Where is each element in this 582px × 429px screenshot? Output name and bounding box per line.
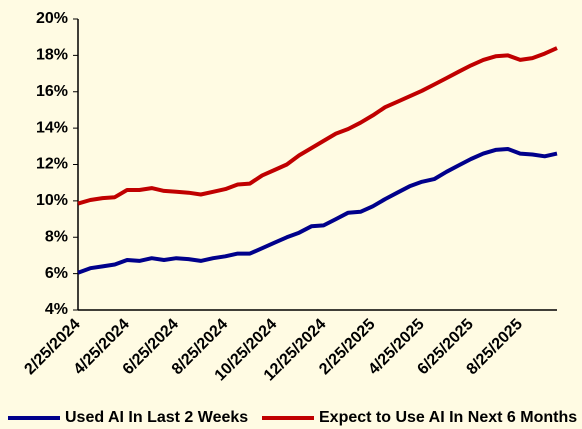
y-tick-label: 14% xyxy=(36,119,68,136)
y-tick-label: 4% xyxy=(45,301,68,318)
y-tick-label: 18% xyxy=(36,47,68,64)
y-tick-label: 16% xyxy=(36,83,68,100)
y-tick-label: 6% xyxy=(45,265,68,282)
y-tick-label: 8% xyxy=(45,228,68,245)
series-line xyxy=(77,147,558,275)
y-tick-label: 20% xyxy=(36,10,68,27)
legend-label: Used AI In Last 2 Weeks xyxy=(65,409,248,426)
series-line xyxy=(77,46,558,206)
y-tick-label: 10% xyxy=(36,192,68,209)
y-tick-label: 12% xyxy=(36,156,68,173)
legend-label: Expect to Use AI In Next 6 Months xyxy=(319,409,577,426)
